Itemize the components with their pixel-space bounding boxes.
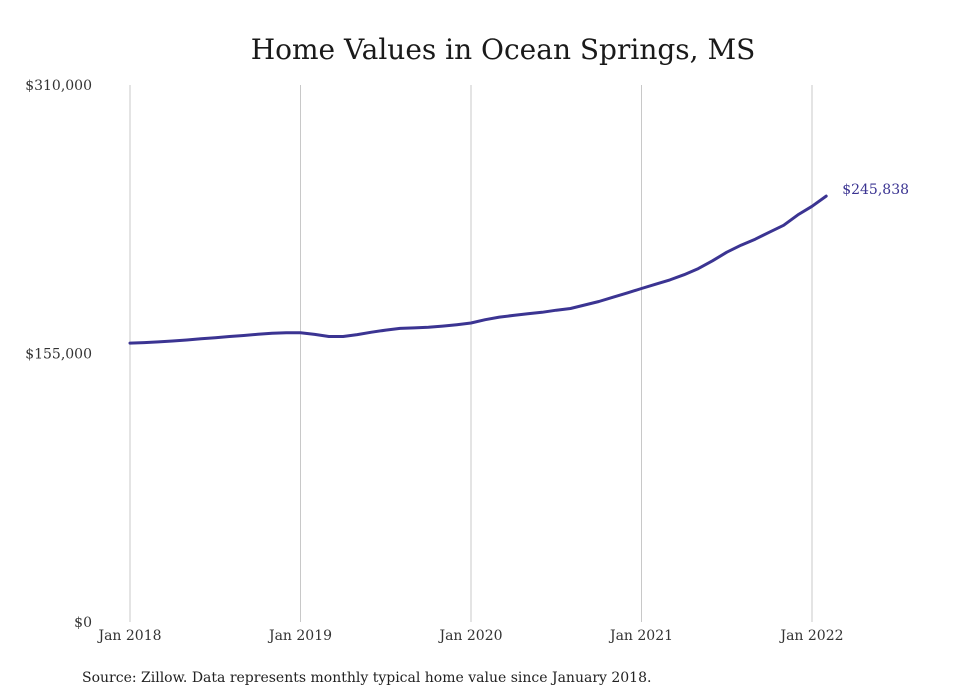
y-tick-label: $310,000	[25, 78, 92, 94]
y-axis-ticks: $0 $155,000 $310,000	[25, 78, 92, 631]
x-tick-label: Jan 2018	[96, 628, 161, 644]
y-tick-label: $0	[74, 615, 92, 631]
x-tick-label: Jan 2020	[437, 628, 502, 644]
x-axis-ticks: Jan 2018 Jan 2019 Jan 2020 Jan 2021 Jan 2022	[96, 628, 843, 644]
end-value-label: $245,838	[842, 182, 909, 198]
y-tick-label: $155,000	[25, 347, 92, 363]
x-tick-label: Jan 2019	[267, 628, 332, 644]
gridlines	[129, 85, 813, 622]
x-tick-label: Jan 2021	[608, 628, 673, 644]
chart-title: Home Values in Ocean Springs, MS	[251, 33, 756, 66]
x-tick-label: Jan 2022	[778, 628, 843, 644]
series-line	[128, 194, 828, 345]
source-note: Source: Zillow. Data represents monthly …	[82, 670, 651, 686]
